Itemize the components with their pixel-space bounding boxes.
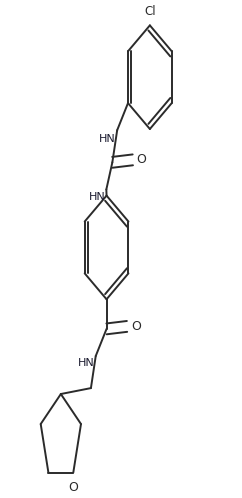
Text: O: O <box>131 320 141 333</box>
Text: HN: HN <box>78 359 95 369</box>
Text: HN: HN <box>99 134 116 144</box>
Text: HN: HN <box>88 192 105 202</box>
Text: O: O <box>68 482 78 495</box>
Text: Cl: Cl <box>144 5 156 18</box>
Text: O: O <box>137 153 146 166</box>
